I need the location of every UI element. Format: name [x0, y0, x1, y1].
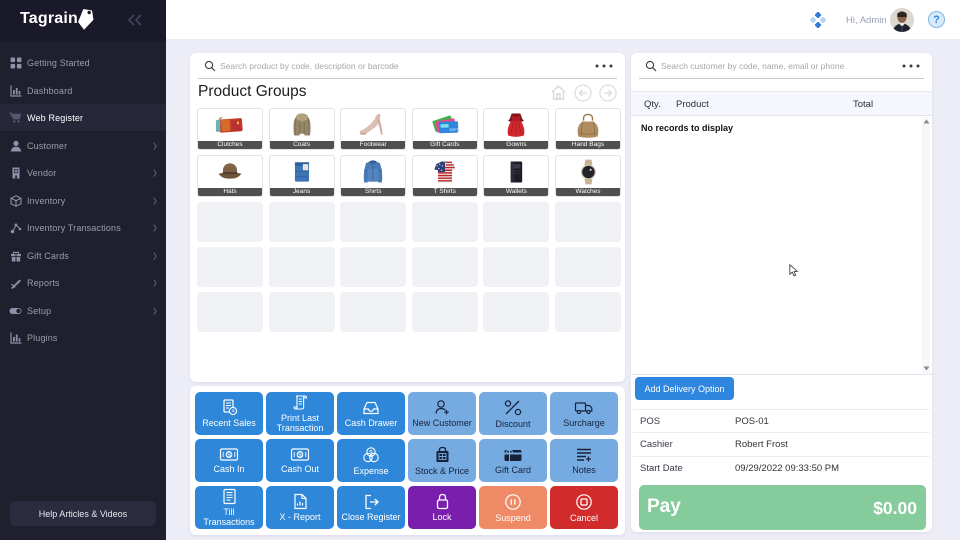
svg-text:$: $: [227, 452, 231, 459]
svg-text:$: $: [369, 450, 373, 456]
svg-text:$: $: [298, 452, 302, 459]
svg-text:GIFT: GIFT: [449, 127, 459, 132]
